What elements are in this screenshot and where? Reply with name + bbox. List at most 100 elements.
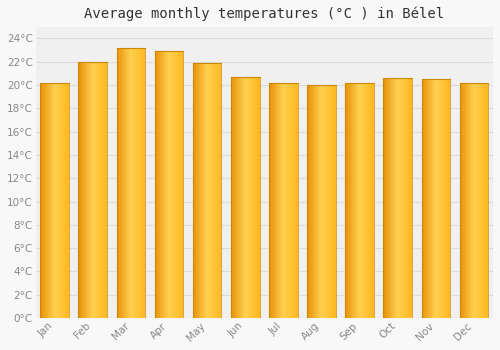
Bar — [253, 77, 254, 318]
Bar — [80, 62, 82, 318]
Bar — [433, 79, 434, 318]
Bar — [130, 48, 131, 318]
Bar — [275, 83, 276, 318]
Bar — [42, 83, 43, 318]
Bar — [174, 51, 176, 318]
Bar — [43, 83, 44, 318]
Bar — [66, 83, 67, 318]
Bar — [210, 63, 211, 318]
Bar — [369, 83, 370, 318]
Bar — [210, 63, 212, 318]
Bar — [284, 83, 285, 318]
Bar — [435, 79, 436, 318]
Bar — [333, 85, 334, 318]
Bar — [216, 63, 217, 318]
Bar — [281, 83, 282, 318]
Bar — [335, 85, 336, 318]
Bar — [422, 79, 423, 318]
Bar — [251, 77, 252, 318]
Bar — [477, 83, 478, 318]
Bar — [324, 85, 325, 318]
Bar — [198, 63, 200, 318]
Bar — [238, 77, 239, 318]
Bar — [232, 77, 233, 318]
Bar — [48, 83, 49, 318]
Bar — [164, 51, 165, 318]
Bar — [166, 51, 167, 318]
Bar — [156, 51, 157, 318]
Bar — [144, 48, 145, 318]
Bar — [122, 48, 123, 318]
Bar — [322, 85, 323, 318]
Bar — [64, 83, 66, 318]
Bar — [364, 83, 366, 318]
Bar — [179, 51, 180, 318]
Bar — [206, 63, 207, 318]
Bar — [428, 79, 430, 318]
Bar — [142, 48, 143, 318]
Bar — [205, 63, 206, 318]
Bar — [269, 83, 270, 318]
Bar — [220, 63, 222, 318]
Bar — [231, 77, 232, 318]
Bar — [239, 77, 240, 318]
Bar — [286, 83, 287, 318]
Bar — [285, 83, 286, 318]
Bar — [168, 51, 169, 318]
Bar — [87, 62, 88, 318]
Bar — [244, 77, 246, 318]
Bar — [385, 78, 386, 318]
Bar — [366, 83, 367, 318]
Bar — [363, 83, 364, 318]
Bar — [169, 51, 170, 318]
Bar — [274, 83, 275, 318]
Bar — [397, 78, 398, 318]
Bar — [125, 48, 126, 318]
Bar — [193, 63, 194, 318]
Bar — [92, 62, 93, 318]
Bar — [321, 85, 322, 318]
Bar — [249, 77, 250, 318]
Bar — [356, 83, 357, 318]
Bar — [326, 85, 328, 318]
Bar — [134, 48, 135, 318]
Bar — [157, 51, 158, 318]
Bar — [44, 83, 46, 318]
Bar — [476, 83, 477, 318]
Bar — [204, 63, 205, 318]
Bar — [98, 62, 100, 318]
Bar — [482, 83, 484, 318]
Bar — [294, 83, 295, 318]
Bar — [258, 77, 259, 318]
Bar — [432, 79, 433, 318]
Bar — [350, 83, 351, 318]
Bar — [118, 48, 120, 318]
Bar — [467, 83, 468, 318]
Bar — [408, 78, 409, 318]
Bar — [430, 79, 431, 318]
Bar — [124, 48, 125, 318]
Bar — [89, 62, 90, 318]
Bar — [128, 48, 129, 318]
Bar — [259, 77, 260, 318]
Bar — [386, 78, 387, 318]
Bar — [438, 79, 440, 318]
Bar — [428, 79, 429, 318]
Bar — [139, 48, 140, 318]
Bar — [399, 78, 400, 318]
Bar — [90, 62, 92, 318]
Bar — [426, 79, 428, 318]
Bar — [368, 83, 369, 318]
Bar — [409, 78, 410, 318]
Bar — [272, 83, 274, 318]
Bar — [282, 83, 284, 318]
Bar — [53, 83, 54, 318]
Bar — [404, 78, 405, 318]
Bar — [387, 78, 388, 318]
Bar — [370, 83, 371, 318]
Bar — [171, 51, 172, 318]
Bar — [105, 62, 106, 318]
Bar — [178, 51, 179, 318]
Bar — [277, 83, 278, 318]
Bar — [438, 79, 439, 318]
